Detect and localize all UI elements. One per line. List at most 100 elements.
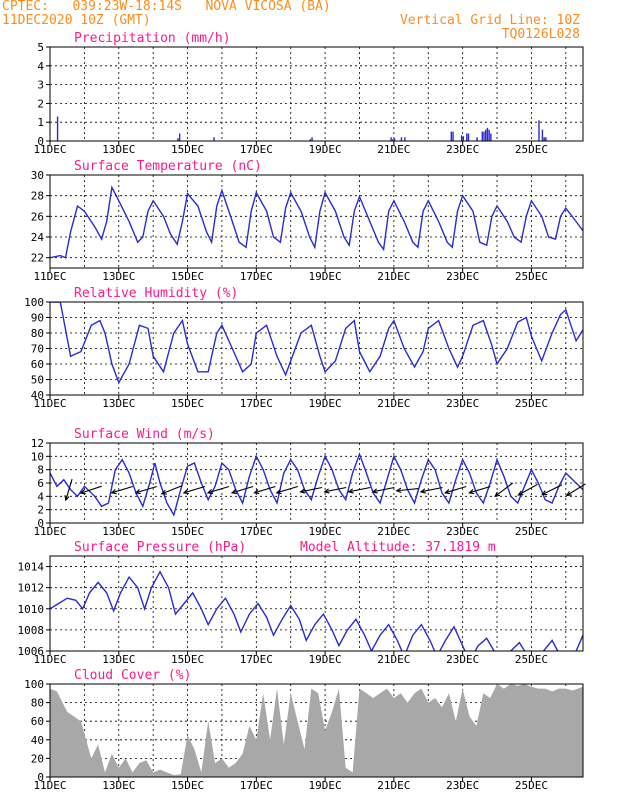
y-tick-label: 5 [37,41,44,54]
rh-frame [49,301,584,396]
wind-arrow [494,482,514,498]
precip-bar [393,138,396,141]
x-tick-label: 15DEC [171,653,204,666]
x-tick-label: 19DEC [309,397,342,410]
wind-arrow [299,486,323,494]
x-tick-label: 23DEC [446,525,479,538]
pres-frame [49,555,584,652]
precip-bar [404,137,406,141]
precip-bar [56,116,59,141]
precip-bar [538,120,540,141]
x-tick-label: 21DEC [377,270,410,283]
y-tick-label: 50 [31,374,44,387]
y-tick-label: 24 [31,231,45,244]
pres-title: Surface Pressure (hPa) [74,540,246,555]
x-tick-label: 11DEC [33,397,66,410]
y-tick-label: 100 [24,296,44,309]
wind-arrow [134,485,157,495]
x-tick-label: 11DEC [33,653,66,666]
precip-bar [309,139,312,141]
y-tick-label: 4 [37,60,44,73]
x-tick-label: 15DEC [171,525,204,538]
pres-panel: 1006 1008 1010 1012 1014 11DEC 13DEC 15DEC 17DEC… [18,540,584,666]
wind-arrow [517,483,538,496]
wind-arrow [275,485,298,495]
precip-bar [390,137,392,141]
x-tick-label: 11DEC [33,525,66,538]
temp-title: Surface Temperature (nC) [74,159,262,174]
x-tick-label: 13DEC [102,779,135,792]
precip-bar [476,137,478,141]
x-tick-label: 11DEC [33,779,66,792]
run-time-label: 11DEC2020 10Z (GMT) [2,13,151,28]
y-tick-label: 0 [37,517,44,530]
wind-arrow [79,485,102,495]
y-tick-label: 40 [31,389,44,402]
y-tick-label: 2 [37,504,44,517]
rh-series-line [50,302,583,385]
x-tick-label: 21DEC [377,143,410,156]
chart-header: CPTEC: 039:23W-18:14S NOVA VICOSA (BA) 1… [0,0,618,44]
y-tick-label: 80 [31,327,44,340]
x-tick-label: 15DEC [171,270,204,283]
y-tick-label: 0 [37,135,44,148]
x-tick-label: 15DEC [171,397,204,410]
precip-bar [392,139,394,141]
precip-bar [543,137,545,141]
x-tick-label: 11DEC [33,143,66,156]
x-tick-label: 15DEC [171,779,204,792]
cloud-panel: 0 20 40 60 80 100 11DEC 13DEC 15DEC 17DEC 19DEC 21D… [24,668,584,792]
cloud-title: Cloud Cover (%) [74,668,191,683]
wind-arrow [565,483,586,497]
x-tick-label: 25DEC [515,143,548,156]
x-tick-label: 21DEC [377,653,410,666]
y-tick-label: 3 [37,79,44,92]
y-tick-label: 1012 [18,582,45,595]
precip-panel: 0 1 2 3 4 5 11DEC 13DEC 15DEC 17DEC 19DEC 21DEC 23DE… [33,31,584,156]
x-tick-label: 23DEC [446,397,479,410]
precip-bar [177,138,179,141]
precip-bar [452,131,454,141]
y-tick-label: 4 [37,490,44,503]
y-tick-label: 22 [31,252,44,265]
precip-bar [466,133,468,141]
x-tick-label: 17DEC [240,779,273,792]
wind-arrow [395,487,419,493]
rh-panel: 40 50 60 70 80 90 100 11DEC 13DEC 15DEC 17DEC 19DEC… [24,286,584,410]
precip-bar [450,131,453,141]
precip-bar [400,137,403,141]
wind-arrow [64,478,73,502]
precip-bar [541,129,544,141]
x-tick-label: 25DEC [515,653,548,666]
x-tick-label: 13DEC [102,143,135,156]
precip-bar [467,133,470,141]
x-tick-label: 13DEC [102,653,135,666]
x-tick-label: 23DEC [446,779,479,792]
y-tick-label: 30 [31,169,44,182]
y-tick-label: 26 [31,210,44,223]
cloud-cover-area [50,684,583,777]
wind-arrow [182,485,206,495]
x-tick-label: 25DEC [515,270,548,283]
x-tick-label: 17DEC [240,653,273,666]
x-tick-label: 19DEC [309,779,342,792]
precip-bar [311,137,313,141]
wind-arrow [541,484,563,496]
y-tick-label: 60 [31,358,44,371]
x-tick-label: 17DEC [240,143,273,156]
x-tick-label: 25DEC [515,525,548,538]
x-tick-label: 21DEC [377,779,410,792]
wind-arrow [230,485,254,495]
cloud-frame [49,683,584,778]
y-tick-label: 28 [31,190,44,203]
x-tick-label: 21DEC [377,525,410,538]
y-tick-label: 1 [37,116,44,129]
model-altitude-label: Model Altitude: 37.1819 m [300,540,496,555]
x-tick-label: 15DEC [171,143,204,156]
wind-arrow [110,485,133,495]
x-tick-label: 13DEC [102,270,135,283]
precip-bar [213,137,215,141]
y-tick-label: 12 [31,437,44,450]
y-tick-label: 80 [31,697,44,710]
y-tick-label: 1008 [18,624,45,637]
